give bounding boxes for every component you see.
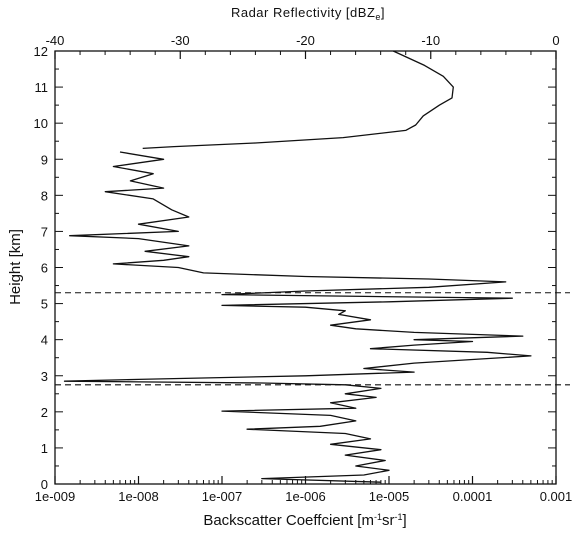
y-tick-label: 1 xyxy=(41,441,48,456)
y-tick-label: 5 xyxy=(41,297,48,312)
top-tick-label: -30 xyxy=(171,33,190,48)
series-backscatter-line xyxy=(63,151,532,483)
top-tick-label: 0 xyxy=(552,33,559,48)
x-tick-label: 1e-009 xyxy=(35,489,75,504)
x-tick-label: 1e-008 xyxy=(118,489,158,504)
y-tick-label: 4 xyxy=(41,333,48,348)
tick-layer xyxy=(54,50,557,485)
y-tick-label: 8 xyxy=(41,188,48,203)
top-tick-label: -10 xyxy=(421,33,440,48)
y-tick-label: 7 xyxy=(41,224,48,239)
y-tick-label: 10 xyxy=(34,116,48,131)
y-tick-label: 11 xyxy=(35,80,49,95)
y-tick-label: 9 xyxy=(41,152,48,167)
reference-line-layer xyxy=(55,292,570,386)
x-tick-label: 1e-007 xyxy=(202,489,242,504)
y-tick-label: 12 xyxy=(34,44,48,59)
top-tick-label: -40 xyxy=(46,33,65,48)
series-radar-line xyxy=(142,50,454,150)
y-axis-title: Height [km] xyxy=(7,229,24,305)
y-tick-label: 3 xyxy=(41,369,48,384)
tick-label-layer: 1e-009 1e-008 1e-007 1e-006 1e-005 0.0001 0.00… xyxy=(34,33,573,504)
x-tick-label: 0.0001 xyxy=(453,489,493,504)
y-tick-label: 2 xyxy=(41,405,48,420)
x-axis-title: Backscatter Coeffcient [m-1sr-1] xyxy=(203,512,406,529)
series-layer xyxy=(63,50,532,483)
top-tick-label: -20 xyxy=(296,33,315,48)
y-tick-label: 0 xyxy=(41,477,48,492)
y-tick-label: 6 xyxy=(41,261,48,276)
x-tick-label: 1e-005 xyxy=(369,489,409,504)
x-tick-label: 1e-006 xyxy=(285,489,325,504)
x-tick-label: 0.001 xyxy=(540,489,573,504)
top-axis-title: Radar Reflectivity [dBZe] xyxy=(231,5,385,22)
plot-frame xyxy=(54,50,557,485)
